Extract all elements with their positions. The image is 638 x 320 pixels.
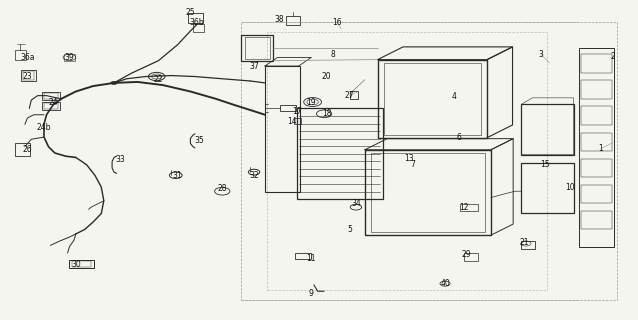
Bar: [42, 92, 60, 100]
Bar: [521, 163, 574, 213]
Text: 30: 30: [71, 260, 80, 269]
Text: 6: 6: [457, 132, 461, 141]
Text: 23: 23: [22, 72, 33, 81]
Text: 33: 33: [115, 155, 125, 164]
Bar: [521, 241, 535, 249]
Text: 38: 38: [275, 15, 285, 24]
Text: 29: 29: [462, 251, 471, 260]
Text: 1: 1: [598, 144, 603, 153]
Text: 15: 15: [540, 160, 550, 169]
Circle shape: [111, 81, 117, 84]
Bar: [21, 70, 36, 81]
Bar: [581, 185, 612, 203]
Text: 4: 4: [452, 92, 456, 101]
Text: 10: 10: [566, 183, 575, 192]
Text: 40: 40: [440, 279, 450, 288]
Text: 24: 24: [48, 98, 57, 107]
Bar: [581, 107, 612, 125]
Text: 7: 7: [411, 160, 415, 169]
Bar: [23, 71, 34, 80]
Text: 39: 39: [64, 53, 74, 62]
Bar: [70, 260, 94, 268]
Text: 31: 31: [173, 171, 182, 180]
Bar: [581, 211, 612, 229]
Bar: [44, 93, 58, 100]
Text: 18: 18: [322, 109, 331, 118]
Text: 25: 25: [186, 8, 195, 17]
Text: 17: 17: [292, 107, 302, 116]
Text: 8: 8: [330, 50, 336, 59]
Bar: [461, 204, 478, 211]
Bar: [293, 118, 301, 124]
Bar: [44, 103, 58, 109]
Text: 26: 26: [22, 145, 33, 154]
Bar: [279, 105, 296, 111]
Bar: [286, 16, 300, 25]
Bar: [297, 108, 383, 199]
Bar: [581, 54, 612, 73]
Bar: [15, 50, 26, 60]
Text: 28: 28: [218, 184, 227, 193]
Text: 36a: 36a: [20, 53, 34, 62]
Text: 35: 35: [195, 136, 204, 145]
Bar: [384, 63, 480, 134]
Text: 37: 37: [249, 62, 259, 71]
Text: 20: 20: [322, 72, 332, 81]
Text: 5: 5: [347, 225, 352, 234]
Bar: [188, 13, 202, 23]
Bar: [295, 253, 311, 259]
Text: 27: 27: [345, 91, 354, 100]
Bar: [464, 253, 478, 261]
Bar: [241, 22, 617, 300]
Text: 34: 34: [351, 199, 361, 208]
Text: 3: 3: [538, 50, 543, 59]
Text: 19: 19: [306, 98, 316, 107]
Text: 9: 9: [309, 289, 314, 298]
Bar: [579, 48, 614, 247]
Text: 21: 21: [519, 238, 529, 247]
Bar: [72, 261, 91, 268]
Bar: [350, 92, 359, 99]
Text: 24b: 24b: [37, 123, 51, 132]
Bar: [193, 24, 204, 32]
Text: 11: 11: [307, 254, 316, 263]
Text: 2: 2: [611, 52, 616, 61]
Bar: [521, 104, 574, 155]
Bar: [267, 32, 547, 290]
Bar: [15, 143, 30, 156]
Text: 12: 12: [459, 203, 469, 212]
Text: 22: 22: [154, 75, 163, 84]
Bar: [265, 66, 300, 192]
Bar: [581, 80, 612, 99]
Text: 14: 14: [288, 116, 297, 126]
Text: 32: 32: [249, 171, 259, 180]
Bar: [378, 60, 487, 138]
Text: 36b: 36b: [189, 18, 204, 27]
Bar: [64, 54, 75, 60]
Bar: [371, 153, 484, 232]
Bar: [581, 159, 612, 177]
Text: 16: 16: [332, 18, 341, 27]
Bar: [42, 102, 60, 110]
Text: 13: 13: [404, 154, 414, 163]
Bar: [365, 150, 491, 235]
Bar: [581, 132, 612, 151]
